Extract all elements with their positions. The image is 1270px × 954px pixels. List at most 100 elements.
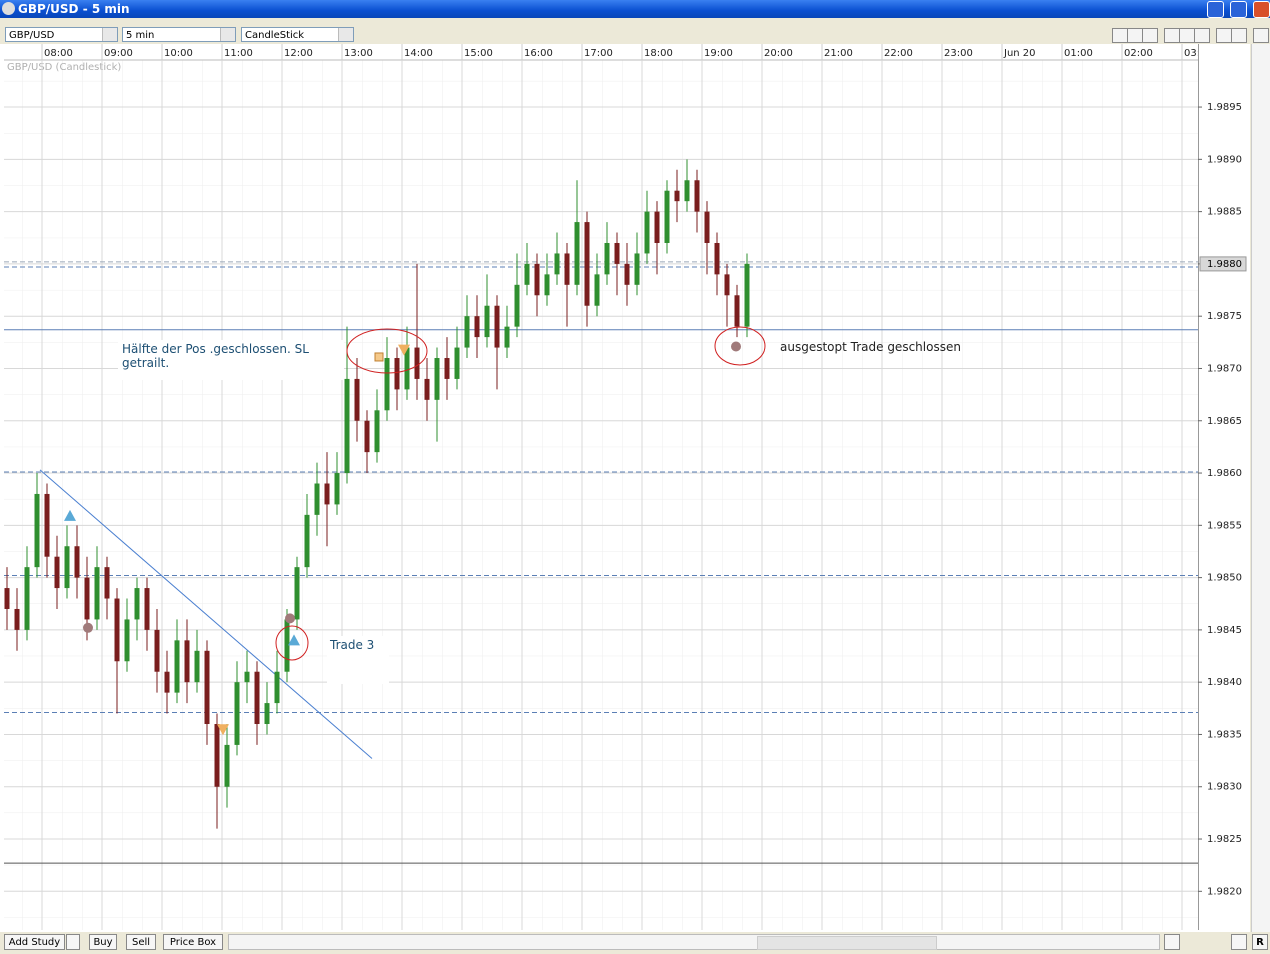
- y-tick-label: 1.9875: [1207, 311, 1242, 322]
- maximize-button[interactable]: [1230, 1, 1247, 18]
- candle-body: [684, 180, 690, 202]
- zoom-tool[interactable]: [1231, 28, 1247, 43]
- candle-body: [254, 671, 260, 725]
- candle-body: [434, 358, 440, 400]
- y-tick-label: 1.9850: [1207, 573, 1242, 584]
- buy-button[interactable]: Buy: [89, 934, 117, 950]
- reset-button[interactable]: R: [1252, 934, 1268, 950]
- zoom-in-button[interactable]: [1231, 934, 1247, 950]
- candle-body: [454, 347, 460, 379]
- candle-body: [624, 263, 630, 285]
- candle-body: [214, 724, 220, 787]
- x-tick-label: 20:00: [764, 48, 793, 59]
- candle-body: [154, 629, 160, 672]
- y-tick-label: 1.9840: [1207, 677, 1242, 688]
- candle-body: [614, 242, 620, 264]
- candle-body: [34, 493, 40, 568]
- x-tick-label: 17:00: [584, 48, 613, 59]
- candle-body: [324, 483, 330, 505]
- candle-body: [304, 514, 310, 568]
- candle-body: [544, 274, 550, 296]
- close-button[interactable]: [1253, 1, 1270, 18]
- candle-body: [364, 420, 370, 453]
- price-box-button[interactable]: Price Box: [163, 934, 223, 950]
- interval-select[interactable]: 5 min: [122, 27, 236, 42]
- symbol-select[interactable]: GBP/USD: [5, 27, 118, 42]
- candle-body: [244, 671, 250, 683]
- candle-body: [274, 671, 280, 704]
- x-tick-label: 14:00: [404, 48, 433, 59]
- candle-body: [724, 274, 730, 296]
- candle-body: [704, 211, 710, 243]
- y-tick-label: 1.9895: [1207, 102, 1242, 113]
- x-tick-label: 08:00: [44, 48, 73, 59]
- candle-body: [144, 588, 150, 630]
- candle-body: [44, 493, 50, 557]
- add-study-button[interactable]: Add Study: [4, 934, 65, 950]
- draw-line-tool[interactable]: [1112, 28, 1128, 43]
- marker: [64, 509, 76, 521]
- candle-body: [114, 598, 120, 662]
- candle-body: [664, 190, 670, 243]
- candle-body: [374, 410, 380, 453]
- x-tick-label: 03:00: [1184, 48, 1213, 59]
- candle-body: [504, 326, 510, 348]
- title-bar: GBP/USD - 5 min: [0, 0, 1270, 18]
- sell-button[interactable]: Sell: [126, 934, 156, 950]
- candle-body: [444, 358, 450, 379]
- annotation: Trade 3: [327, 636, 389, 684]
- y-tick-label: 1.9885: [1207, 207, 1242, 218]
- y-tick-label: 1.9890: [1207, 154, 1242, 165]
- toolbar: GBP/USD 5 min CandleStick: [0, 18, 1270, 44]
- scroll-thumb[interactable]: [757, 936, 937, 950]
- annotation: Hälfte der Pos .geschlossen. SL getrailt…: [118, 340, 344, 380]
- layout-tool[interactable]: [1179, 28, 1195, 43]
- marker: [398, 344, 410, 356]
- marker: [288, 634, 300, 646]
- candle-body: [404, 347, 410, 390]
- candle-body: [574, 222, 580, 285]
- marker: [285, 613, 295, 624]
- draw-hline-tool[interactable]: [1127, 28, 1143, 43]
- candle-body: [24, 567, 30, 630]
- candle-body: [534, 263, 540, 296]
- candle-body: [564, 253, 570, 285]
- candle-body: [194, 650, 200, 683]
- zoom-tool[interactable]: [1216, 28, 1232, 43]
- trend-line: [39, 469, 373, 759]
- candle-body: [334, 473, 340, 505]
- candle-body: [134, 588, 140, 620]
- candle-body: [644, 211, 650, 254]
- minimize-button[interactable]: [1207, 1, 1224, 18]
- series-label: GBP/USD (Candlestick): [7, 62, 121, 73]
- dropdown-button[interactable]: [66, 934, 80, 950]
- candle-body: [54, 556, 60, 589]
- layout-tool[interactable]: [1164, 28, 1180, 43]
- zoom-out-button[interactable]: [1164, 934, 1180, 950]
- layout-tool[interactable]: [1194, 28, 1210, 43]
- x-tick-label: 18:00: [644, 48, 673, 59]
- candle-body: [294, 567, 300, 620]
- draw-fib-tool[interactable]: [1142, 28, 1158, 43]
- candle-body: [4, 588, 10, 609]
- vertical-scrollbar[interactable]: [1251, 44, 1270, 932]
- x-tick-label: 01:00: [1064, 48, 1093, 59]
- candle-body: [694, 180, 700, 212]
- candle-body: [234, 682, 240, 745]
- annotation: ausgestopt Trade geschlossen: [780, 340, 961, 354]
- candle-body: [74, 546, 80, 578]
- horizontal-scrollbar[interactable]: [228, 934, 1160, 950]
- candle-body: [634, 253, 640, 285]
- x-tick-label: 23:00: [944, 48, 973, 59]
- candle-body: [654, 211, 660, 243]
- detach-tool[interactable]: [1253, 28, 1269, 43]
- x-tick-label: 11:00: [224, 48, 253, 59]
- candle-body: [594, 274, 600, 306]
- candle-body: [174, 640, 180, 693]
- candle-body: [514, 284, 520, 327]
- candle-body: [494, 305, 500, 348]
- candle-body: [414, 347, 420, 379]
- style-select[interactable]: CandleStick: [241, 27, 354, 42]
- y-tick-label: 1.9820: [1207, 886, 1242, 897]
